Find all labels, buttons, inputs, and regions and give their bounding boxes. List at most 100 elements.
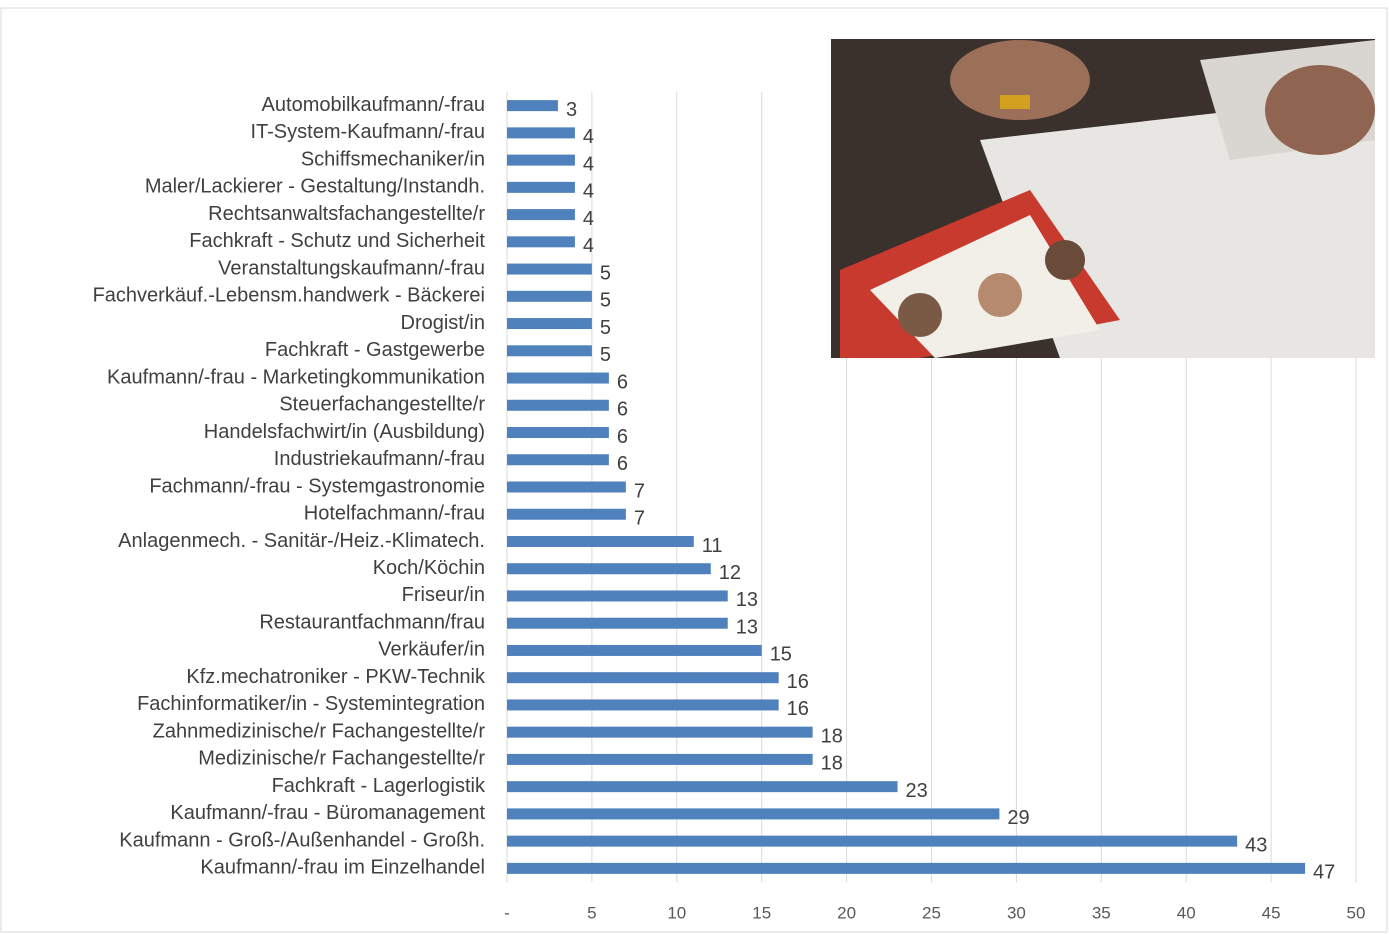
y-tick-label: Kaufmann/-frau - Marketingkommunikation <box>107 366 485 388</box>
value-label: 4 <box>583 126 594 148</box>
value-label: 18 <box>821 753 843 775</box>
y-tick-label: Kaufmann - Groß-/Außenhandel - Großh. <box>119 829 485 851</box>
y-tick-label: Maler/Lackierer - Gestaltung/Instandh. <box>145 176 485 198</box>
x-tick-label: 50 <box>1347 903 1366 922</box>
y-tick-label: Kaufmann/-frau im Einzelhandel <box>200 857 485 879</box>
value-label: 5 <box>600 344 611 366</box>
chart-frame <box>0 7 1388 933</box>
y-tick-label: Schiffsmechaniker/in <box>301 148 485 170</box>
bar <box>507 372 609 384</box>
bar <box>507 399 609 411</box>
bar <box>507 508 626 520</box>
value-label: 6 <box>617 426 628 448</box>
y-tick-label: Fachverkäuf.-Lebensm.handwerk - Bäckerei <box>93 285 485 307</box>
value-label: 7 <box>634 480 645 502</box>
bar <box>507 290 592 302</box>
y-tick-label: Industriekaufmann/-frau <box>274 448 485 470</box>
bar <box>507 427 609 439</box>
y-tick-label: Fachkraft - Lagerlogistik <box>272 775 486 797</box>
bar <box>507 318 592 330</box>
bar <box>507 590 728 602</box>
value-label: 16 <box>787 671 809 693</box>
y-tick-label: Fachmann/-frau - Systemgastronomie <box>149 475 485 497</box>
value-label: 6 <box>617 453 628 475</box>
value-label: 47 <box>1313 862 1335 884</box>
bar <box>507 753 813 765</box>
y-tick-label: Handelsfachwirt/in (Ausbildung) <box>204 421 485 443</box>
y-tick-label: Hotelfachmann/-frau <box>304 503 485 525</box>
bar <box>507 454 609 466</box>
bar <box>507 535 694 547</box>
value-label: 4 <box>583 153 594 175</box>
bar <box>507 808 1000 820</box>
x-tick-label: 30 <box>1007 903 1026 922</box>
value-label: 29 <box>1007 807 1029 829</box>
y-tick-label: Friseur/in <box>402 584 485 606</box>
bar <box>507 699 779 711</box>
bar <box>507 154 575 166</box>
y-tick-label: Fachkraft - Schutz und Sicherheit <box>189 230 485 252</box>
bar <box>507 617 728 629</box>
value-label: 3 <box>566 99 577 121</box>
value-label: 23 <box>906 780 928 802</box>
y-tick-label: Medizinische/r Fachangestellte/r <box>198 748 485 770</box>
y-tick-label: Anlagenmech. - Sanitär-/Heiz.-Klimatech. <box>118 530 485 552</box>
bar <box>507 835 1238 847</box>
y-tick-label: Steuerfachangestellte/r <box>279 394 485 416</box>
x-tick-label: 45 <box>1262 903 1281 922</box>
x-tick-label: 40 <box>1177 903 1196 922</box>
value-label: 5 <box>600 262 611 284</box>
value-label: 5 <box>600 290 611 312</box>
y-tick-label: Zahnmedizinische/r Fachangestellte/r <box>153 720 486 742</box>
y-tick-label: Automobilkaufmann/-frau <box>262 94 485 116</box>
value-label: 13 <box>736 616 758 638</box>
value-label: 15 <box>770 644 792 666</box>
value-label: 6 <box>617 371 628 393</box>
y-tick-label: IT-System-Kaufmann/-frau <box>250 121 485 143</box>
bar <box>507 644 762 656</box>
value-label: 13 <box>736 589 758 611</box>
y-tick-label: Drogist/in <box>401 312 485 334</box>
bar <box>507 781 898 793</box>
y-tick-label: Rechtsanwaltsfachangestellte/r <box>208 203 485 225</box>
bar <box>507 862 1306 874</box>
y-tick-label: Restaurantfachmann/frau <box>259 611 485 633</box>
x-tick-label: 10 <box>667 903 686 922</box>
bar <box>507 726 813 738</box>
x-tick-label: - <box>504 903 510 922</box>
bar <box>507 345 592 357</box>
y-tick-label: Kfz.mechatroniker - PKW-Technik <box>186 666 486 688</box>
value-label: 7 <box>634 508 645 530</box>
y-tick-label: Verkäufer/in <box>378 639 485 661</box>
photo <box>831 39 1375 358</box>
y-tick-label: Fachinformatiker/in - Systemintegration <box>137 693 485 715</box>
y-tick-label: Koch/Köchin <box>373 557 485 579</box>
value-label: 4 <box>583 235 594 257</box>
x-tick-label: 5 <box>587 903 596 922</box>
bar <box>507 181 575 193</box>
value-label: 11 <box>702 535 723 557</box>
y-tick-label: Kaufmann/-frau - Büromanagement <box>170 802 485 824</box>
bar <box>507 481 626 493</box>
bar <box>507 263 592 275</box>
value-label: 5 <box>600 317 611 339</box>
value-label: 16 <box>787 698 809 720</box>
value-label: 4 <box>583 208 594 230</box>
y-tick-label: Fachkraft - Gastgewerbe <box>265 339 485 361</box>
value-label: 18 <box>821 725 843 747</box>
value-label: 6 <box>617 399 628 421</box>
bar <box>507 563 711 575</box>
value-label: 12 <box>719 562 741 584</box>
x-tick-label: 20 <box>837 903 856 922</box>
bar <box>507 100 558 112</box>
bar <box>507 127 575 139</box>
bar <box>507 236 575 248</box>
y-tick-label: Veranstaltungskaufmann/-frau <box>218 257 485 279</box>
x-tick-label: 25 <box>922 903 941 922</box>
value-label: 4 <box>583 181 594 203</box>
x-tick-label: 15 <box>752 903 771 922</box>
bar <box>507 209 575 221</box>
x-tick-label: 35 <box>1092 903 1111 922</box>
value-label: 43 <box>1245 834 1267 856</box>
